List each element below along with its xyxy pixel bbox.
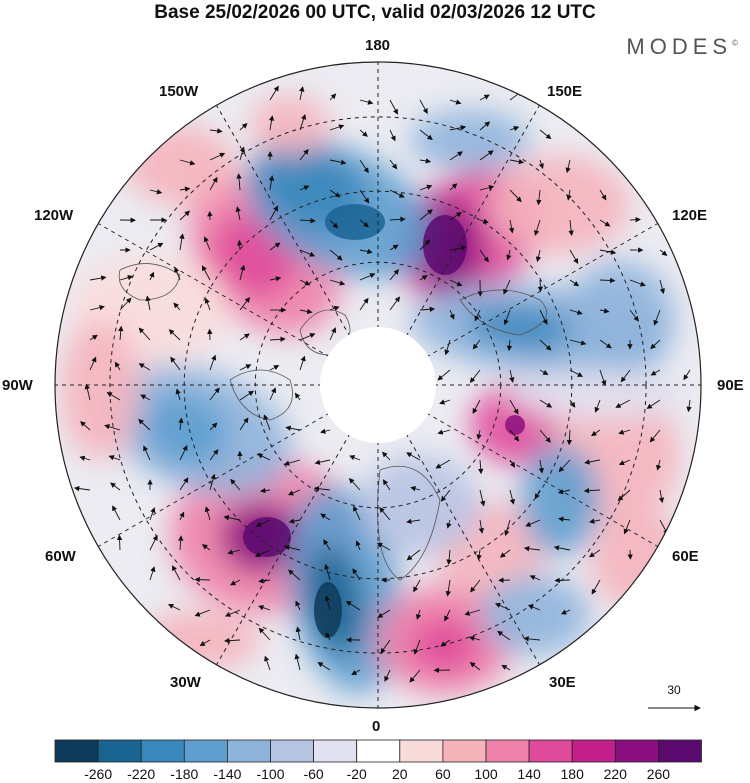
colorbar-swatch: [658, 739, 702, 763]
colorbar-swatch: [183, 739, 228, 763]
polar-cap: [320, 327, 436, 443]
lon-label-60e: 60E: [672, 548, 699, 565]
colorbar-tick-label: 100: [474, 766, 498, 782]
colorbar-tick-label: 20: [392, 766, 408, 782]
colorbar-tick-label: 60: [435, 766, 451, 782]
lon-label-60w: 60W: [45, 548, 76, 565]
colorbar-swatch: [614, 739, 659, 763]
colorbar-tick-label: -140: [213, 766, 241, 782]
lon-label-30w: 30W: [170, 674, 201, 691]
brand-logo: MODES©: [626, 34, 738, 60]
colorbar-tick-label: -220: [127, 766, 155, 782]
lon-label-90e: 90E: [717, 377, 744, 394]
map-boundary: [54, 61, 702, 709]
vector-reference-label: 30: [667, 683, 681, 697]
colorbar-swatch: [442, 739, 487, 763]
lon-label-180: 180: [365, 37, 391, 54]
colorbar-tick-label: -60: [303, 766, 323, 782]
colorbar-swatch: [571, 739, 616, 763]
brand-name: MODES: [626, 34, 733, 59]
colorbar-swatch: [485, 739, 530, 763]
lon-label-0: 0: [372, 718, 381, 735]
lon-label-120w: 120W: [34, 207, 74, 224]
lon-label-150e: 150E: [547, 83, 583, 100]
colorbar-swatch: [226, 739, 271, 763]
colorbar-tick-label: 220: [604, 766, 628, 782]
colorbar: -260 -220 -180 -140 -100 -60 -20 20 60 100 140 180 2…: [54, 739, 702, 782]
lon-label-150w: 150W: [159, 83, 199, 100]
colorbar-swatch: [528, 739, 573, 763]
wind-vectors: [73, 85, 692, 683]
lon-label-30e: 30E: [549, 674, 576, 691]
colorbar-swatch: [97, 739, 142, 763]
colorbar-tick-label: -100: [256, 766, 284, 782]
colorbar-tick-label: 140: [517, 766, 541, 782]
brand-mark: ©: [732, 38, 738, 48]
colorbar-swatch: [140, 739, 185, 763]
map-title: Base 25/02/2026 00 UTC, valid 02/03/2026…: [154, 2, 596, 23]
lon-label-90w: 90W: [2, 377, 33, 394]
colorbar-tick-label: -180: [170, 766, 198, 782]
anomaly-field: [55, 62, 701, 708]
colorbar-swatch: [313, 739, 358, 763]
colorbar-tick-label: -260: [84, 766, 112, 782]
lon-label-120e: 120E: [672, 207, 708, 224]
colorbar-swatch: [399, 739, 444, 763]
colorbar-tick-label: -20: [347, 766, 367, 782]
colorbar-tick-label: 180: [561, 766, 585, 782]
colorbar-swatch: [270, 739, 314, 763]
colorbar-swatch: [356, 739, 401, 763]
colorbar-tick-label: 260: [647, 766, 671, 782]
colorbar-swatch: [54, 739, 99, 763]
